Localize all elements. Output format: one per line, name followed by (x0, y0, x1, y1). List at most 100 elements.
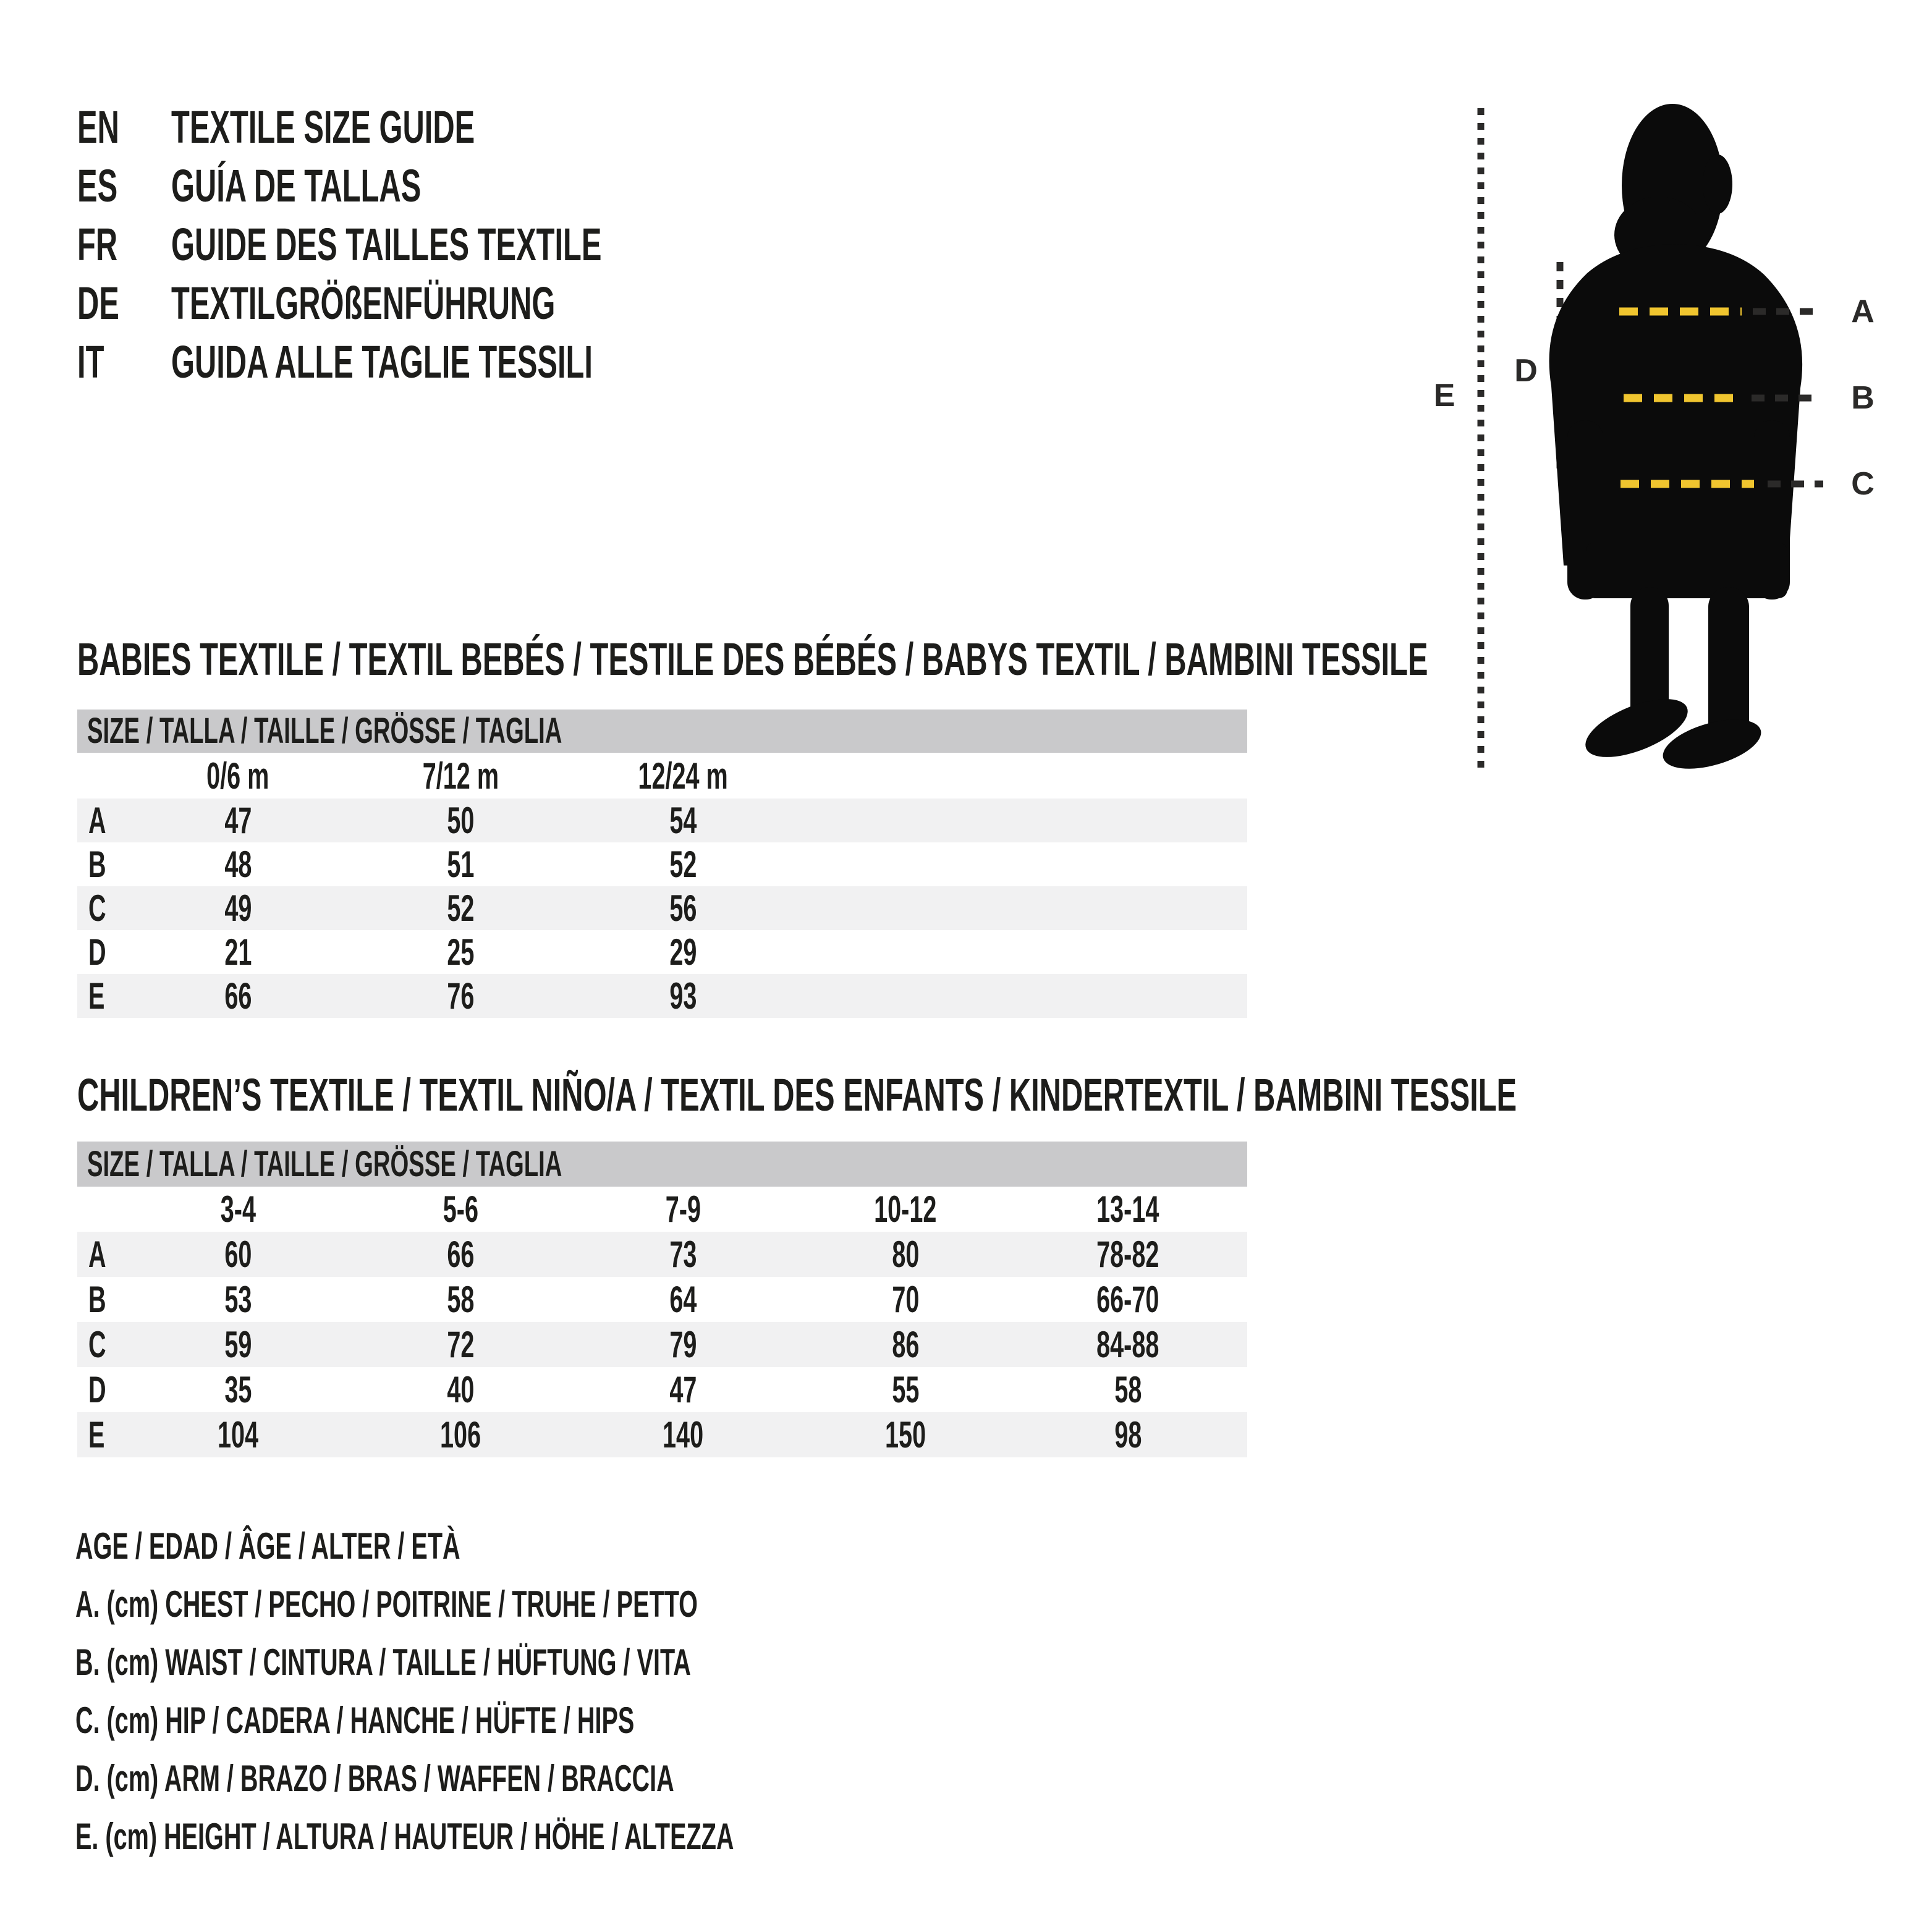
size-value-cell: 104 (217, 1414, 259, 1455)
table-row: C 49 52 56 (77, 886, 1247, 930)
legend: AGE / EDAD / ÂGE / ALTER / ETÀ A. (cm) C… (75, 1517, 1073, 1866)
row-letter: A (88, 800, 106, 841)
child-silhouette-figure (1477, 104, 1823, 769)
column-header: 12/24 m (638, 755, 728, 797)
size-header-bar: SIZE / TALLA / TAILLE / GRÖSSE / TAGLIA (77, 1142, 1247, 1187)
table-row: A 60 66 73 80 78-82 (77, 1232, 1247, 1277)
size-value-cell: 72 (446, 1324, 475, 1365)
language-row: IT GUIDA ALLE TAGLIE TESSILI (77, 333, 823, 391)
size-value-cell: 47 (669, 1369, 697, 1410)
row-letter: E (88, 1414, 105, 1455)
size-value-cell: 79 (669, 1324, 697, 1365)
size-value-cell: 35 (224, 1369, 252, 1410)
size-value-cell: 40 (446, 1369, 475, 1410)
size-header-bar: SIZE / TALLA / TAILLE / GRÖSSE / TAGLIA (77, 710, 1247, 753)
language-row: FR GUIDE DES TAILLES TEXTILE (77, 215, 823, 274)
measure-label-d: D (1514, 353, 1538, 389)
row-letter: B (88, 1279, 106, 1320)
measure-label-c: C (1851, 466, 1875, 502)
language-title: TEXTILE SIZE GUIDE (171, 101, 475, 153)
column-header: 5-6 (443, 1188, 478, 1230)
table-row: 0/6 m 7/12 m 12/24 m (77, 753, 1247, 799)
legend-line: D. (cm) ARM / BRAZO / BRAS / WAFFEN / BR… (75, 1758, 674, 1799)
size-value-cell: 140 (662, 1414, 704, 1455)
size-value-cell: 78-82 (1096, 1234, 1159, 1275)
size-value-cell: 64 (669, 1279, 697, 1320)
size-value-cell: 49 (224, 888, 252, 929)
size-value-cell: 86 (891, 1324, 920, 1365)
size-value-cell: 84-88 (1096, 1324, 1159, 1365)
legend-line: A. (cm) CHEST / PECHO / POITRINE / TRUHE… (75, 1583, 698, 1625)
language-code: IT (77, 336, 104, 388)
table-row: A 47 50 54 (77, 799, 1247, 842)
table-row: D 21 25 29 (77, 930, 1247, 974)
size-value-cell: 58 (1114, 1369, 1142, 1410)
language-title: GUÍA DE TALLAS (171, 160, 422, 211)
legend-line: E. (cm) HEIGHT / ALTURA / HAUTEUR / HÖHE… (75, 1816, 734, 1857)
size-value-cell: 66-70 (1096, 1279, 1159, 1320)
children-size-table: SIZE / TALLA / TAILLE / GRÖSSE / TAGLIA … (77, 1142, 1247, 1457)
babies-size-table: SIZE / TALLA / TAILLE / GRÖSSE / TAGLIA … (77, 710, 1247, 1018)
size-value-cell: 53 (224, 1279, 252, 1320)
size-value-cell: 50 (446, 800, 475, 841)
language-title-list: EN TEXTILE SIZE GUIDE ES GUÍA DE TALLAS … (77, 98, 823, 391)
table-row: E 104 106 140 150 98 (77, 1412, 1247, 1457)
legend-line: AGE / EDAD / ÂGE / ALTER / ETÀ (75, 1525, 460, 1567)
row-letter: C (88, 888, 106, 929)
legend-line: B. (cm) WAIST / CINTURA / TAILLE / HÜFTU… (75, 1642, 691, 1683)
size-value-cell: 59 (224, 1324, 252, 1365)
column-header: 13-14 (1096, 1188, 1159, 1230)
measure-label-b: B (1851, 380, 1875, 416)
size-value-cell: 56 (669, 888, 697, 929)
legend-line: C. (cm) HIP / CADERA / HANCHE / HÜFTE / … (75, 1700, 635, 1741)
language-row: ES GUÍA DE TALLAS (77, 156, 823, 215)
size-value-cell: 93 (669, 975, 697, 1017)
language-row: EN TEXTILE SIZE GUIDE (77, 98, 823, 156)
size-value-cell: 25 (446, 931, 475, 973)
measure-label-a: A (1851, 294, 1875, 329)
column-header: 0/6 m (206, 755, 269, 797)
table-row: C 59 72 79 86 84-88 (77, 1322, 1247, 1367)
table-row: D 35 40 47 55 58 (77, 1367, 1247, 1412)
row-letter: D (88, 931, 106, 973)
measure-label-e: E (1433, 378, 1455, 413)
size-value-cell: 55 (891, 1369, 920, 1410)
size-value-cell: 66 (446, 1234, 475, 1275)
size-value-cell: 21 (224, 931, 252, 973)
row-letter: B (88, 844, 106, 885)
language-title: GUIDE DES TAILLES TEXTILE (171, 219, 602, 270)
size-value-cell: 52 (446, 888, 475, 929)
size-value-cell: 51 (446, 844, 475, 885)
size-value-cell: 76 (446, 975, 475, 1017)
size-value-cell: 70 (891, 1279, 920, 1320)
language-row: DE TEXTILGRÖßENFÜHRUNG (77, 274, 823, 333)
size-value-cell: 73 (669, 1234, 697, 1275)
child-silhouette (1549, 104, 1803, 769)
size-value-cell: 98 (1114, 1414, 1142, 1455)
table-row: E 66 76 93 (77, 974, 1247, 1018)
table-row: B 53 58 64 70 66-70 (77, 1277, 1247, 1322)
language-code: DE (77, 278, 119, 329)
size-value-cell: 29 (669, 931, 697, 973)
row-letter: E (88, 975, 105, 1017)
language-code: FR (77, 219, 118, 270)
column-header: 7/12 m (422, 755, 499, 797)
table-row: 3-4 5-6 7-9 10-12 13-14 (77, 1187, 1247, 1232)
size-value-cell: 54 (669, 800, 697, 841)
size-value-cell: 106 (439, 1414, 481, 1455)
language-title: GUIDA ALLE TAGLIE TESSILI (171, 336, 593, 388)
language-code: EN (77, 101, 119, 153)
row-letter: C (88, 1324, 106, 1365)
size-value-cell: 47 (224, 800, 252, 841)
table-row: B 48 51 52 (77, 842, 1247, 886)
column-header: 3-4 (220, 1188, 256, 1230)
size-value-cell: 58 (446, 1279, 475, 1320)
size-value-cell: 150 (884, 1414, 926, 1455)
row-letter: A (88, 1234, 106, 1275)
babies-section-heading: BABIES TEXTILE / TEXTIL BEBÉS / TESTILE … (77, 633, 1428, 685)
column-header: 7-9 (665, 1188, 701, 1230)
row-letter: D (88, 1369, 106, 1410)
column-header: 10-12 (874, 1188, 937, 1230)
language-code: ES (77, 160, 118, 211)
